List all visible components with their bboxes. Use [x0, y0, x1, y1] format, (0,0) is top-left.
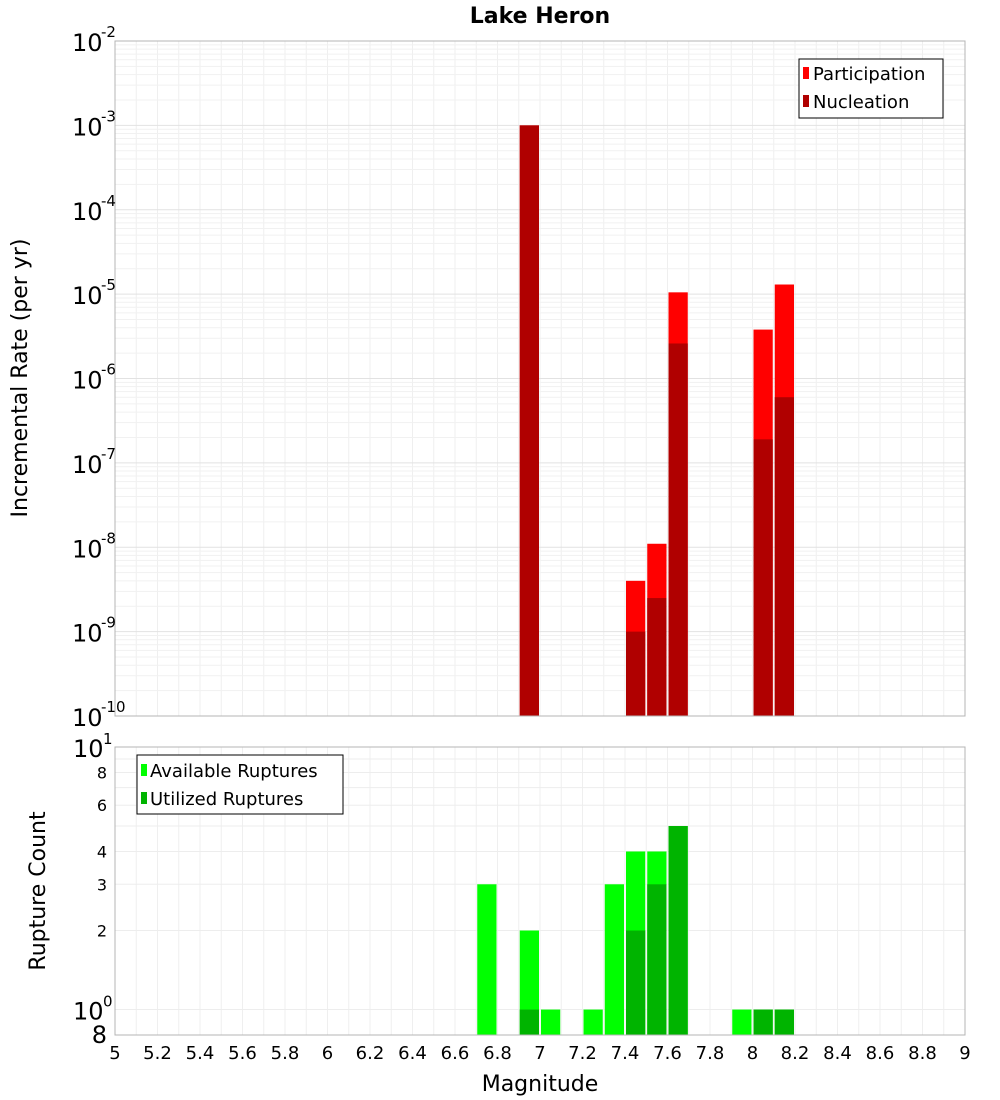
x-tick-label: 7.4: [611, 1043, 640, 1064]
x-tick-label: 8.2: [781, 1043, 810, 1064]
y-tick-label: 10: [72, 535, 103, 563]
x-tick-label: 6: [322, 1043, 333, 1064]
x-tick-label: 6.6: [441, 1043, 470, 1064]
rate-bar: [668, 343, 688, 716]
x-tick-label: 7.8: [696, 1043, 725, 1064]
x-tick-labels: 5 5.2 5.4 5.6 5.8 6 6.2 6.4 6.6 6.8 7 7.2 7.4 7.6 7.8 8…: [109, 1043, 970, 1064]
legend-swatch-participation: [803, 67, 809, 79]
y-tick-label: 4: [97, 842, 107, 861]
x-tick-label: 8.4: [823, 1043, 852, 1064]
x-tick-label: 5.6: [228, 1043, 257, 1064]
legend-swatch-utilized: [141, 792, 147, 804]
y-tick-exponent: -3: [101, 107, 116, 125]
y-tick-label: 10: [73, 735, 104, 763]
bottom-gridlines: [114, 746, 966, 1035]
rate-bar: [753, 439, 773, 716]
y-tick-label: 10: [72, 620, 103, 648]
x-tick-label: 6.4: [398, 1043, 427, 1064]
y-tick-label: 6: [97, 796, 107, 815]
bottom-legend-box: [136, 754, 344, 815]
y-tick-label: 10: [72, 367, 103, 395]
count-bar: [477, 884, 497, 1035]
rate-bar: [774, 397, 794, 716]
y-tick-exponent: -10: [101, 698, 126, 716]
y-tick-label: 8: [92, 1021, 107, 1049]
y-tick-exponent: -5: [101, 276, 116, 294]
count-bar: [626, 930, 646, 1035]
rate-bar: [519, 125, 539, 716]
y-tick-label: 10: [72, 113, 103, 141]
x-tick-label: 5.4: [186, 1043, 215, 1064]
top-y-axis-title: Incremental Rate (per yr): [8, 239, 33, 518]
x-axis-title: Magnitude: [482, 1072, 599, 1097]
y-tick-label: 10: [72, 198, 103, 226]
count-bar: [732, 1009, 752, 1035]
count-bar: [753, 1009, 773, 1035]
top-legend-box: [798, 58, 944, 119]
y-tick-label: 2: [97, 922, 107, 941]
y-tick-exponent: -6: [101, 361, 116, 379]
count-bar: [774, 1009, 794, 1035]
y-tick-label: 10: [72, 704, 103, 732]
x-tick-label: 6.2: [356, 1043, 385, 1064]
y-tick-label: 8: [97, 763, 107, 782]
y-tick-exponent: 1: [103, 730, 113, 748]
legend-label-utilized: Utilized Ruptures: [150, 789, 303, 810]
x-tick-label: 5: [109, 1043, 120, 1064]
chart-title: Lake Heron: [470, 4, 610, 29]
bottom-plot-frame: [114, 746, 966, 1036]
x-tick-label: 7.2: [568, 1043, 597, 1064]
y-tick-label: 10: [72, 451, 103, 479]
x-tick-label: 5.8: [271, 1043, 300, 1064]
x-tick-label: 7.6: [653, 1043, 682, 1064]
x-tick-label: 8.8: [908, 1043, 937, 1064]
y-tick-exponent: -9: [101, 614, 116, 632]
y-tick-label: 10: [72, 29, 103, 57]
top-legend: Participation Nucleation: [798, 58, 944, 119]
y-tick-exponent: -4: [101, 192, 116, 210]
count-bar: [519, 1009, 539, 1035]
legend-swatch-nucleation: [803, 95, 809, 107]
count-bar: [583, 1009, 603, 1035]
legend-label-participation: Participation: [813, 64, 925, 85]
rate-bar: [647, 598, 667, 716]
legend-label-available: Available Ruptures: [150, 761, 318, 782]
y-tick-label: 3: [97, 875, 107, 894]
bottom-bars: [477, 826, 794, 1035]
top-gridlines: [114, 41, 966, 717]
legend-label-nucleation: Nucleation: [813, 92, 909, 113]
count-bar: [541, 1009, 561, 1035]
y-tick-label: 10: [73, 998, 104, 1026]
x-tick-label: 9: [959, 1043, 970, 1064]
legend-swatch-available: [141, 764, 147, 776]
y-tick-exponent: -8: [101, 529, 116, 547]
top-bars: [519, 125, 794, 716]
x-tick-label: 8: [747, 1043, 758, 1064]
count-bar: [647, 884, 667, 1035]
y-tick-exponent: -2: [101, 23, 116, 41]
count-bar: [668, 826, 688, 1035]
top-plot-frame: [114, 40, 966, 717]
x-tick-label: 5.2: [143, 1043, 172, 1064]
y-tick-exponent: -7: [101, 445, 116, 463]
rate-bar: [626, 631, 646, 716]
bottom-y-axis-title: Rupture Count: [26, 811, 51, 971]
count-bar: [604, 884, 624, 1035]
x-tick-label: 7: [534, 1043, 545, 1064]
x-tick-label: 8.6: [866, 1043, 895, 1064]
y-tick-label: 10: [72, 282, 103, 310]
count-bar: [519, 930, 539, 1035]
bottom-legend: Available Ruptures Utilized Ruptures: [136, 754, 344, 815]
x-tick-label: 6.8: [483, 1043, 512, 1064]
y-tick-exponent: 0: [103, 993, 113, 1011]
